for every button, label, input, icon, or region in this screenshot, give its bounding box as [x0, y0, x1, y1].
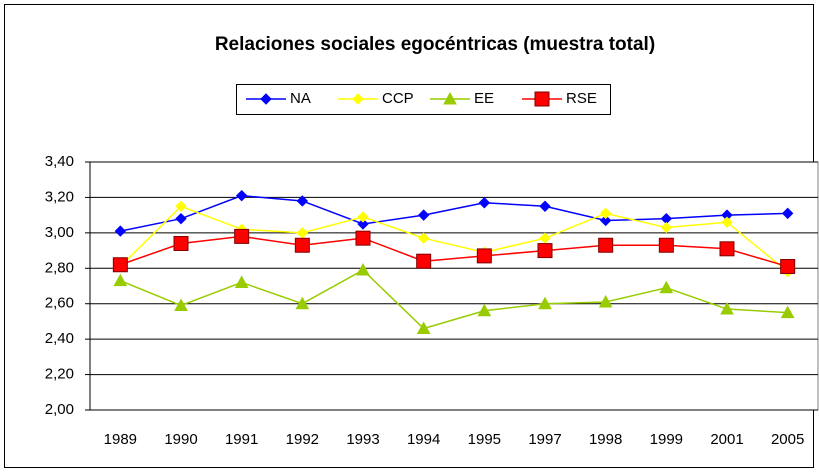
legend-marker [260, 93, 272, 105]
x-tick-label: 1998 [589, 431, 622, 448]
x-tick-label: 1999 [650, 431, 683, 448]
data-point [295, 296, 310, 310]
legend-label: RSE [566, 90, 597, 107]
data-point [721, 216, 733, 228]
data-point [658, 237, 674, 253]
data-point [780, 305, 795, 319]
data-point [537, 243, 553, 259]
x-tick-label: 1989 [104, 431, 137, 448]
data-point [294, 237, 310, 253]
data-point [355, 230, 371, 246]
legend-label: EE [474, 90, 494, 107]
y-tick-label: 2,60 [45, 295, 74, 312]
y-tick-label: 2,00 [45, 401, 74, 418]
data-point [234, 275, 249, 288]
data-point [416, 253, 432, 269]
y-tick-label: 3,40 [45, 153, 74, 170]
x-tick-label: 1995 [468, 431, 501, 448]
data-point [114, 225, 127, 237]
data-point [416, 321, 431, 335]
x-tick-label: 1990 [164, 431, 197, 448]
series-line [120, 269, 788, 330]
data-point [781, 207, 794, 220]
x-tick-label: 1997 [528, 431, 561, 448]
plot-area [89, 161, 819, 411]
series-line [119, 205, 789, 273]
data-point [175, 200, 187, 212]
data-point [478, 197, 491, 209]
data-point [660, 221, 673, 234]
data-point [780, 259, 796, 275]
data-point [296, 195, 309, 207]
legend-label: NA [290, 90, 311, 107]
legend-marker [534, 91, 550, 107]
data-point [539, 200, 551, 212]
x-tick-label: 1991 [225, 431, 258, 448]
y-tick-label: 3,00 [45, 224, 74, 241]
data-point [112, 257, 128, 273]
y-tick-label: 2,20 [45, 366, 74, 383]
data-point [173, 235, 189, 251]
chart-title: Relaciones sociales egocéntricas (muestr… [215, 34, 655, 55]
data-point [175, 212, 187, 225]
series-line [120, 235, 788, 268]
data-point [113, 273, 128, 287]
data-point [235, 189, 248, 202]
x-tick-label: 1994 [407, 431, 440, 448]
data-point [357, 211, 369, 223]
legend-marker [443, 91, 457, 105]
x-tick-label: 1993 [346, 431, 379, 448]
data-point [599, 214, 612, 227]
x-tick-label: 2005 [771, 431, 804, 448]
y-tick-label: 2,80 [45, 259, 74, 276]
legend-label: CCP [382, 90, 414, 107]
series-line [120, 194, 788, 232]
x-tick-label: 1992 [286, 431, 319, 448]
data-point [598, 237, 614, 253]
data-point [599, 207, 612, 220]
data-point [417, 232, 430, 244]
y-tick-label: 3,20 [45, 188, 74, 205]
data-point [719, 241, 735, 257]
data-point [659, 280, 674, 294]
data-point [234, 228, 250, 244]
legend-marker [352, 93, 364, 105]
x-tick-label: 2001 [710, 431, 743, 448]
data-point [417, 209, 430, 221]
data-point [477, 303, 492, 317]
data-point [720, 301, 734, 315]
y-tick-label: 2,40 [45, 330, 74, 347]
data-point [174, 298, 188, 311]
data-point [356, 263, 370, 276]
data-point [598, 294, 613, 308]
data-point [357, 218, 369, 230]
data-point [538, 296, 552, 310]
data-point [476, 248, 492, 264]
